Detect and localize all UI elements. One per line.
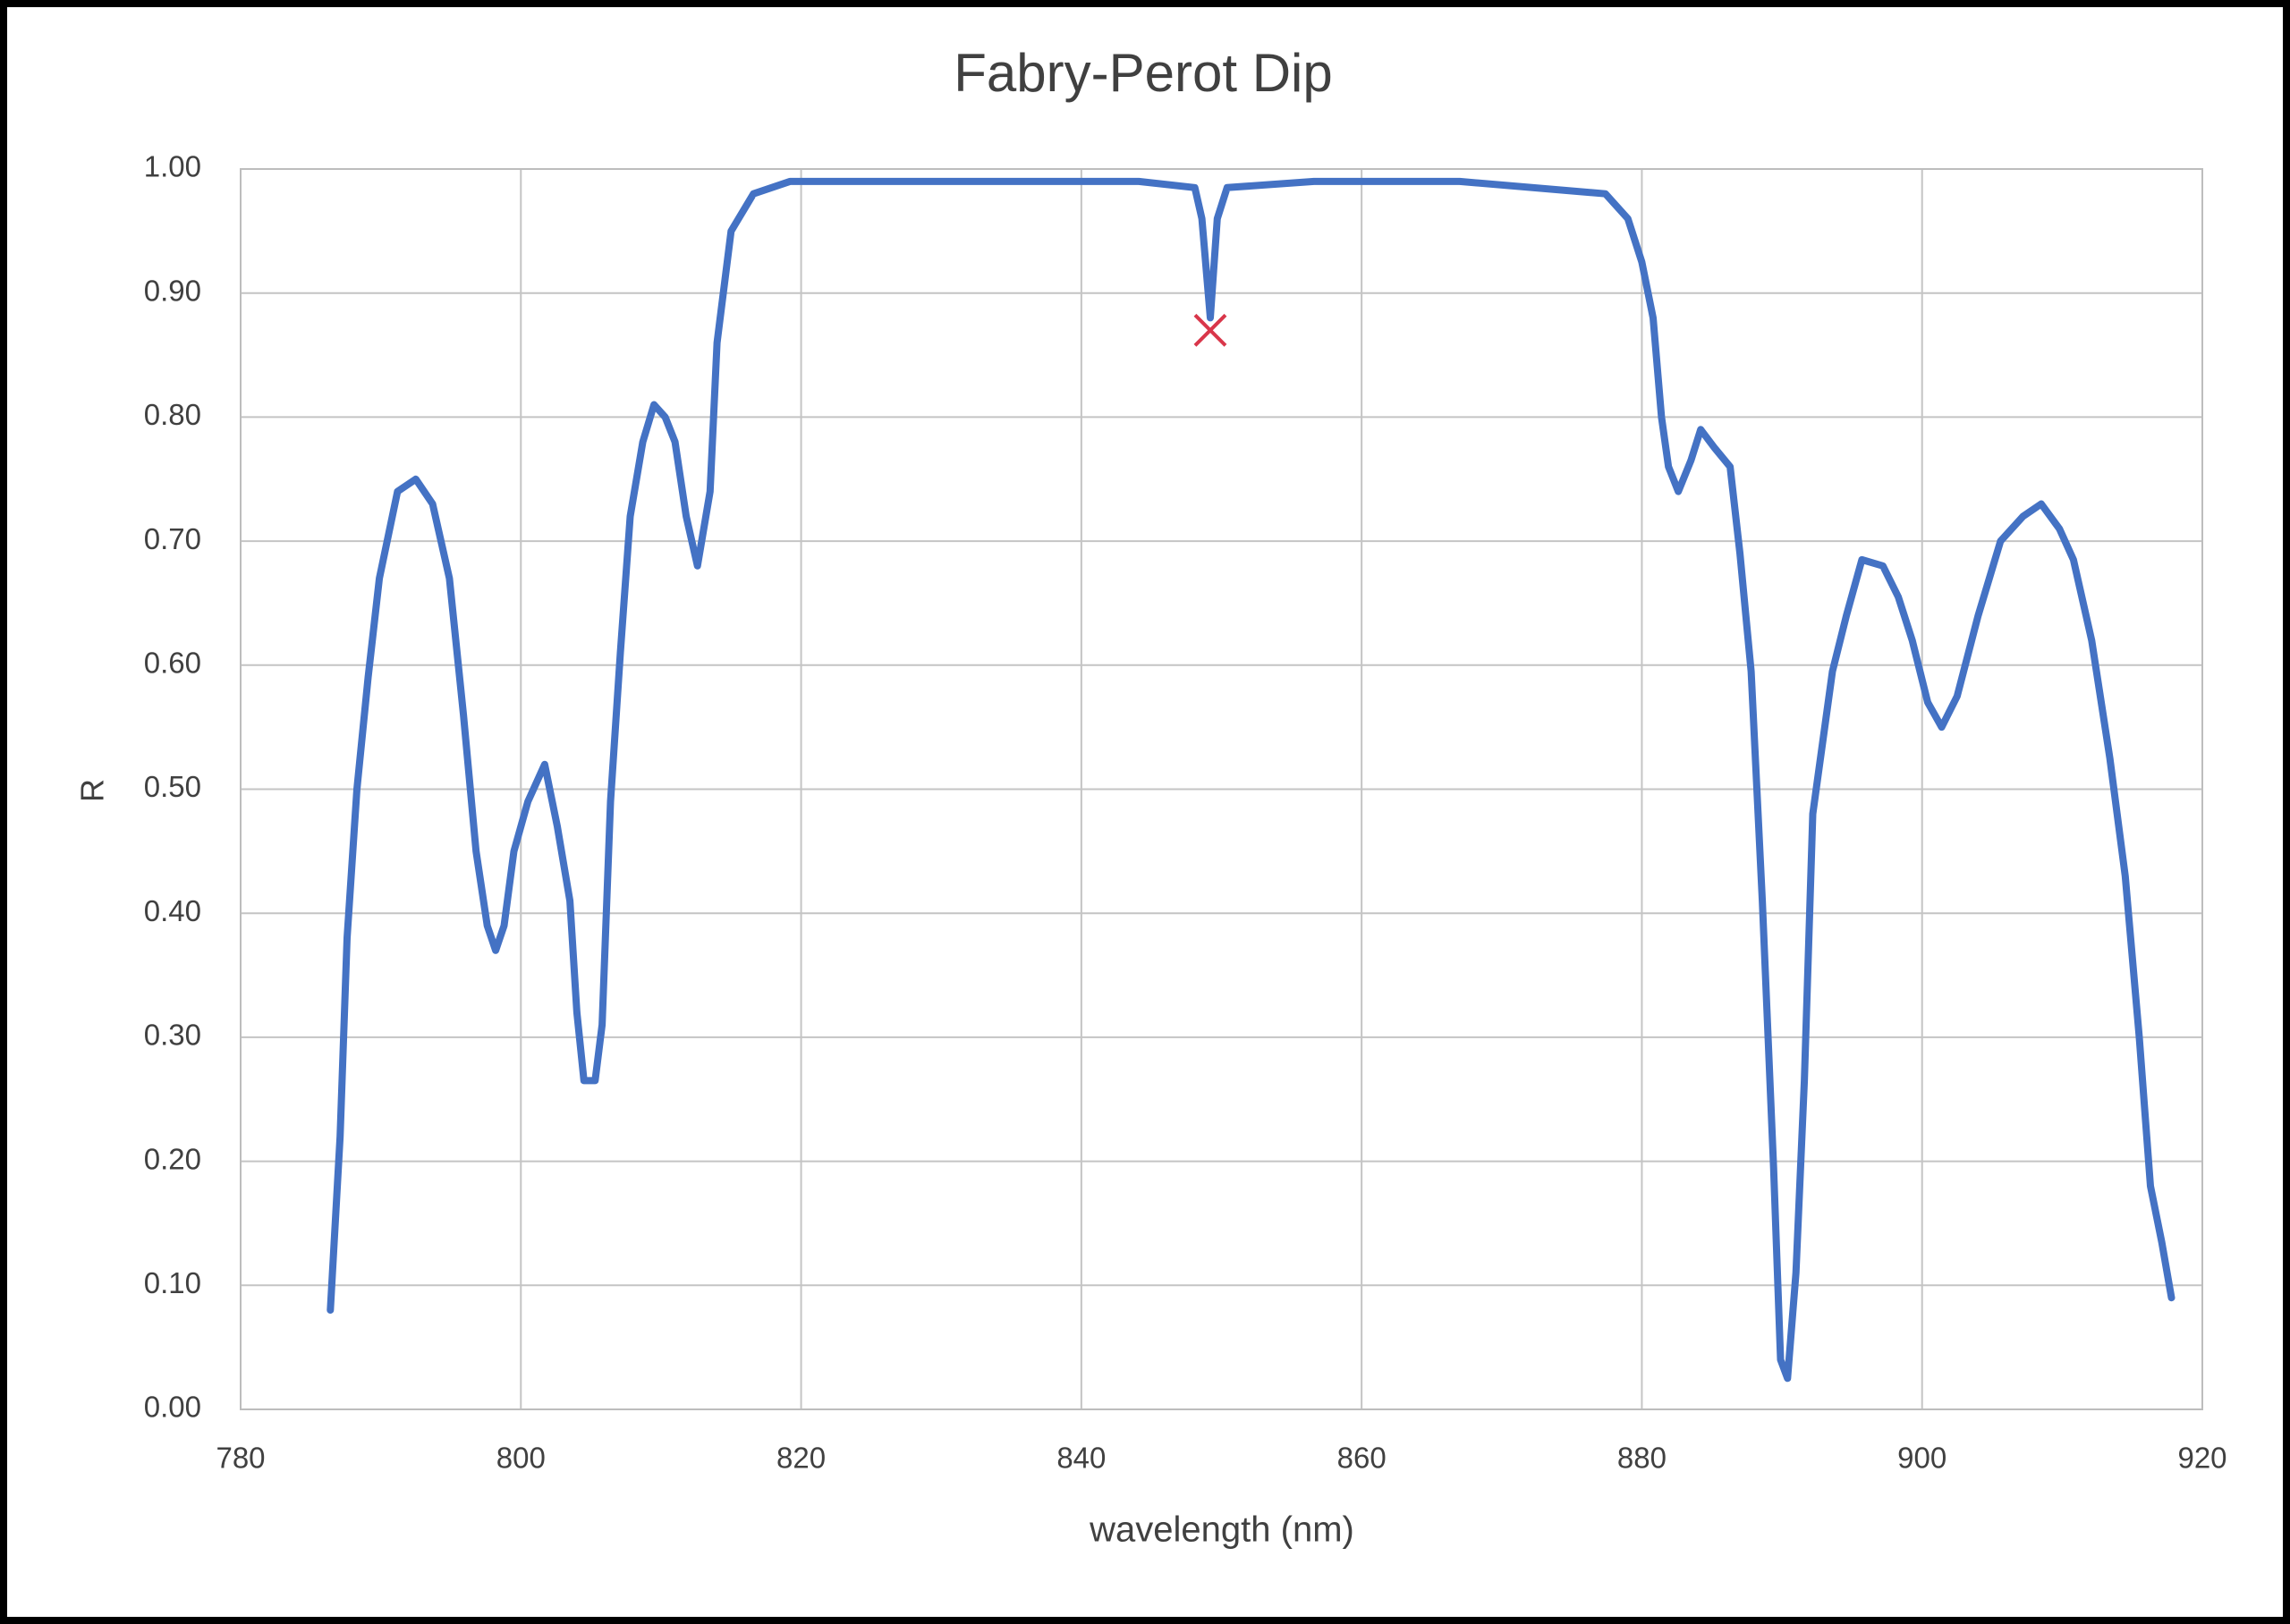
x-tick-label: 860 [1337,1442,1387,1475]
y-tick-label: 0.80 [144,398,201,431]
y-tick-label: 0.10 [144,1266,201,1299]
y-tick-label: 1.00 [144,150,201,183]
y-tick-label: 0.30 [144,1019,201,1052]
chart-title: Fabry-Perot Dip [954,43,1332,103]
y-tick-label: 0.70 [144,522,201,555]
x-tick-label: 840 [1056,1442,1106,1475]
y-tick-label: 0.50 [144,770,201,803]
y-tick-label: 0.40 [144,894,201,927]
x-tick-label: 880 [1617,1442,1667,1475]
dip-marker [1193,313,1227,347]
y-tick-label: 0.00 [144,1391,201,1424]
x-tick-label: 900 [1897,1442,1946,1475]
y-axis-label: R [74,779,111,802]
y-tick-label: 0.60 [144,647,201,680]
y-tick-label: 0.20 [144,1142,201,1175]
x-tick-label: 800 [496,1442,546,1475]
data-line [327,177,2176,1383]
plot-area [240,168,2203,1410]
x-tick-label: 780 [216,1442,265,1475]
x-tick-label: 820 [776,1442,826,1475]
x-axis-label: wavelength (nm) [1089,1510,1354,1550]
y-tick-label: 0.90 [144,274,201,307]
x-tick-label: 920 [2177,1442,2226,1475]
